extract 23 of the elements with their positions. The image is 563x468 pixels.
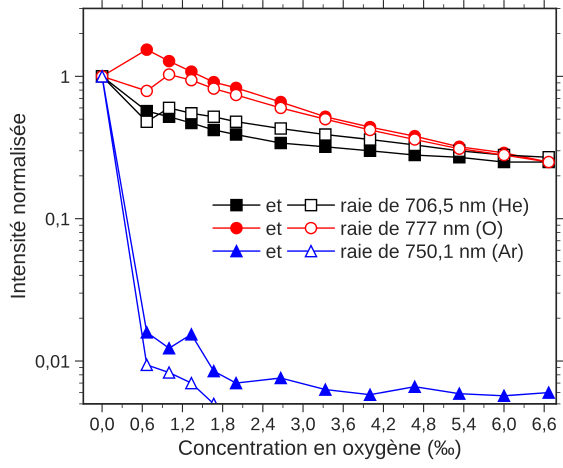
legend-label: raie de 750,1 nm (Ar): [341, 244, 523, 262]
x-tick-label: 0,0: [90, 418, 114, 432]
x-tick-label: 3,6: [331, 418, 355, 432]
x-axis-title: Concentration en oxygène (‰): [178, 439, 460, 460]
x-tick-label: 1,8: [211, 418, 234, 432]
legend-label: raie de 777 nm (O): [341, 220, 502, 239]
x-tick-label: 4,2: [371, 418, 396, 432]
y-tick-label: 0,01: [36, 354, 70, 370]
y-axis-title: Intensité normalisée: [10, 114, 26, 298]
x-tick-label: 4,8: [411, 418, 436, 432]
x-tick-label: 1,2: [171, 418, 194, 432]
x-tick-label: 2,4: [251, 418, 275, 432]
legend-label: et: [266, 245, 282, 258]
x-tick-label: 5,4: [452, 418, 476, 432]
x-tick-label: 6,6: [532, 418, 556, 432]
legend-label: et: [266, 199, 282, 212]
x-tick-label: 0,6: [130, 418, 154, 432]
legend-label: raie de 706,5 nm (He): [341, 198, 528, 216]
x-tick-label: 3,0: [291, 418, 315, 432]
legend-label: et: [266, 222, 282, 236]
y-tick-label: 1: [61, 70, 70, 83]
y-tick-label: 0,1: [46, 212, 70, 228]
x-tick-label: 6,0: [492, 418, 516, 432]
